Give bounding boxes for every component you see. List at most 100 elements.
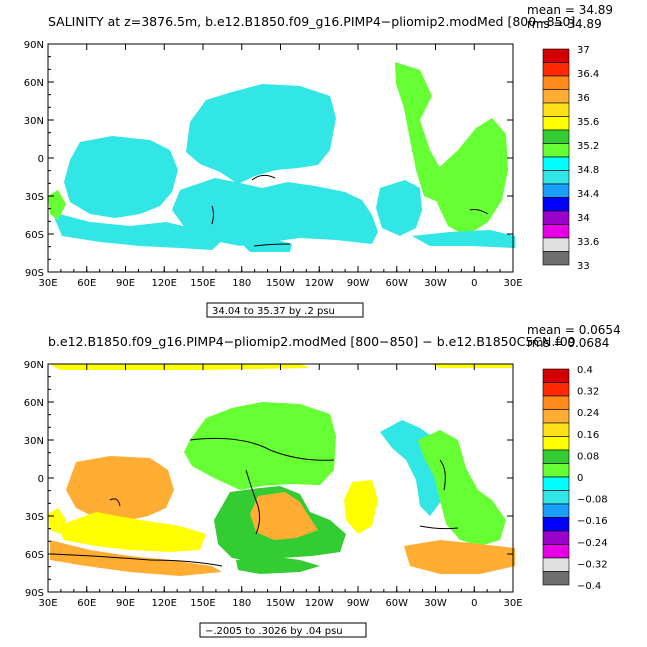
bottom-contours	[51, 437, 459, 567]
top-colorbar-box	[542, 116, 570, 131]
top-colorbar-box	[542, 48, 570, 63]
top-xtick-label: 150W	[266, 278, 295, 289]
top-xtick-label: 60E	[77, 278, 96, 289]
top-ytick-label: 30N	[24, 116, 44, 127]
top-ytick-label: 0	[38, 154, 44, 165]
top-colorbar-box	[542, 75, 570, 90]
top-region-east-edge	[48, 190, 66, 220]
bottom-colorbar-box	[542, 490, 570, 505]
top-colorbar-box	[542, 237, 570, 252]
bottom-region-atlantic-green	[418, 430, 506, 546]
top-colorbar-box	[542, 129, 570, 144]
bottom-colorbar-label: 0	[577, 473, 583, 484]
top-colorbar-label: 34.8	[577, 165, 599, 176]
top-colorbar-box	[542, 170, 570, 185]
top-xtick-label: 60W	[385, 278, 408, 289]
top-xtick-label: 30W	[424, 278, 447, 289]
top-colorbar-label: 34.4	[577, 189, 599, 200]
bottom-colorbar-box	[542, 557, 570, 572]
bottom-colorbar-box	[542, 476, 570, 491]
top-colorbar-label: 35.2	[577, 141, 599, 152]
bottom-ytick-label: 30N	[24, 436, 44, 447]
top-range-note: 34.04 to 35.37 by .2 psu	[212, 306, 335, 317]
bottom-colorbar-box	[542, 544, 570, 559]
top-colorbar-box	[542, 156, 570, 171]
bottom-stat-mean: mean = 0.0654	[527, 323, 621, 337]
top-colorbar-box	[542, 89, 570, 104]
top-region-indian	[64, 136, 178, 218]
top-ytick-label: 30S	[25, 192, 44, 203]
bottom-ytick-label: 90S	[25, 588, 44, 599]
bottom-map-field	[48, 364, 515, 576]
bottom-xtick-label: 30E	[38, 598, 57, 609]
bottom-xtick-label: 30W	[424, 598, 447, 609]
bottom-contour-5	[419, 525, 459, 530]
bottom-colorbar-box	[542, 382, 570, 397]
bottom-region-pacific-orange	[250, 492, 318, 540]
bottom-colorbar-label: −0.08	[577, 495, 608, 506]
top-ytick-label: 90S	[25, 268, 44, 279]
top-region-atlantic-south	[376, 180, 422, 236]
top-colorbar-box	[542, 62, 570, 77]
top-xtick-label: 90E	[116, 278, 135, 289]
bottom-xtick-label: 90E	[116, 598, 135, 609]
bottom-colorbar-label: −0.16	[577, 516, 608, 527]
top-colorbar-label: 33	[577, 261, 590, 272]
bottom-region-east-edge	[48, 508, 66, 534]
bottom-colorbar-label: 0.16	[577, 430, 599, 441]
bottom-contour-1	[189, 437, 335, 461]
top-colorbar-label: 36	[577, 93, 590, 104]
bottom-region-south-atlantic-yellow	[344, 480, 378, 534]
top-xtick-label: 30E	[38, 278, 57, 289]
top-contour-4	[469, 209, 489, 215]
top-ytick-label: 60N	[24, 78, 44, 89]
top-ytick-label: 90N	[24, 40, 44, 51]
top-colorbar-box	[542, 183, 570, 198]
bottom-ytick-label: 90N	[24, 360, 44, 371]
bottom-contour-3	[109, 498, 121, 507]
bottom-stat-rms: rms = 0.0684	[527, 336, 609, 350]
bottom-colorbar-label: −0.24	[577, 538, 608, 549]
top-region-southern-east	[412, 230, 515, 248]
bottom-colorbar-box	[542, 503, 570, 518]
bottom-colorbar-label: 0.08	[577, 451, 599, 462]
bottom-contour-6	[439, 459, 446, 491]
bottom-range-box: −.2005 to .3026 by .04 psu	[199, 622, 367, 638]
bottom-range-note: −.2005 to .3026 by .04 psu	[205, 626, 343, 637]
bottom-colorbar-box	[542, 449, 570, 464]
bottom-colorbar: 0.4 0.32 0.24 0.16 0.08 0 −0.08 −0.16 −0.24 −0.32…	[542, 365, 608, 592]
top-colorbar-label: 33.6	[577, 237, 599, 248]
bottom-region-southern-ring	[236, 556, 320, 574]
top-region-atlantic-green-south	[430, 118, 508, 236]
top-contour-2	[211, 205, 214, 225]
bottom-xtick-label: 120W	[305, 598, 334, 609]
bottom-xtick-label: 150W	[266, 598, 295, 609]
bottom-panel: b.e12.B1850.f09_g16.PIMP4−pliomip2.modMe…	[24, 323, 621, 638]
top-colorbar-label: 34	[577, 213, 590, 224]
bottom-colorbar-box	[542, 530, 570, 545]
bottom-region-arctic-strip-east	[430, 364, 512, 368]
bottom-region-arctic-strip	[50, 364, 310, 370]
bottom-xtick-label: 60E	[77, 598, 96, 609]
bottom-colorbar-box	[542, 436, 570, 451]
top-region-pacific-south	[172, 178, 378, 246]
top-xtick-label: 120W	[305, 278, 334, 289]
top-colorbar: 37 36.4 36 35.6 35.2 34.8 34.4 34 33.6 33	[542, 45, 599, 272]
bottom-contour-2	[245, 469, 261, 535]
bottom-colorbar-box	[542, 517, 570, 532]
bottom-xtick-label: 150E	[190, 598, 215, 609]
top-colorbar-box	[542, 224, 570, 239]
bottom-colorbar-label: −0.32	[577, 559, 608, 570]
bottom-ytick-label: 30S	[25, 512, 44, 523]
top-colorbar-label: 36.4	[577, 69, 599, 80]
bottom-xtick-label: 30E	[503, 598, 522, 609]
top-xtick-label: 90W	[347, 278, 370, 289]
bottom-colorbar-label: −0.4	[577, 581, 601, 592]
top-stat-rms: rms = 34.89	[527, 17, 602, 31]
bottom-xtick-label: 60W	[385, 598, 408, 609]
top-region-pacific-north	[186, 84, 336, 184]
top-contour-1	[251, 174, 276, 181]
top-colorbar-box	[542, 251, 570, 266]
bottom-region-southern-west	[50, 540, 222, 576]
